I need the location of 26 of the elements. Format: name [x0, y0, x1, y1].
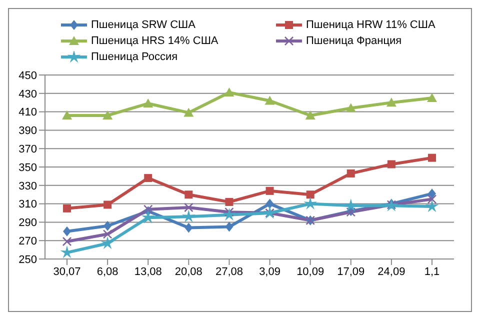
y-tick-label: 330	[18, 180, 37, 192]
legend-label: Пшеница Франция	[306, 35, 402, 47]
y-tick-label: 390	[18, 125, 37, 138]
y-tick-label: 430	[18, 88, 37, 100]
y-tick-label: 250	[18, 254, 37, 266]
x-tick-label: 24,09	[378, 266, 406, 278]
x-tick-label: 13,08	[134, 266, 162, 278]
legend-label: Пшеница SRW США	[91, 19, 196, 31]
y-tick-label: 270	[18, 236, 37, 248]
x-tick-label: 1,1	[424, 266, 440, 278]
y-tick-label: 410	[18, 106, 37, 119]
x-tick-label: 6,08	[96, 266, 118, 278]
x-tick-label: 10,09	[296, 266, 324, 278]
y-tick-label: 310	[18, 198, 37, 211]
legend-label: Пшеница HRS 14% США	[91, 35, 218, 47]
x-tick-label: 3,09	[259, 266, 280, 278]
legend-label: Пшеница Россия	[91, 51, 178, 63]
legend-label: Пшеница HRW 11% США	[306, 19, 436, 31]
y-tick-label: 350	[18, 162, 37, 174]
y-tick-label: 290	[18, 217, 37, 230]
y-tick-label: 370	[18, 144, 37, 156]
y-tick-label: 450	[18, 70, 37, 82]
x-tick-label: 30,07	[53, 266, 81, 278]
x-tick-label: 20,08	[174, 266, 202, 278]
x-tick-label: 27,08	[215, 266, 243, 278]
x-tick-label: 17,09	[337, 266, 365, 278]
